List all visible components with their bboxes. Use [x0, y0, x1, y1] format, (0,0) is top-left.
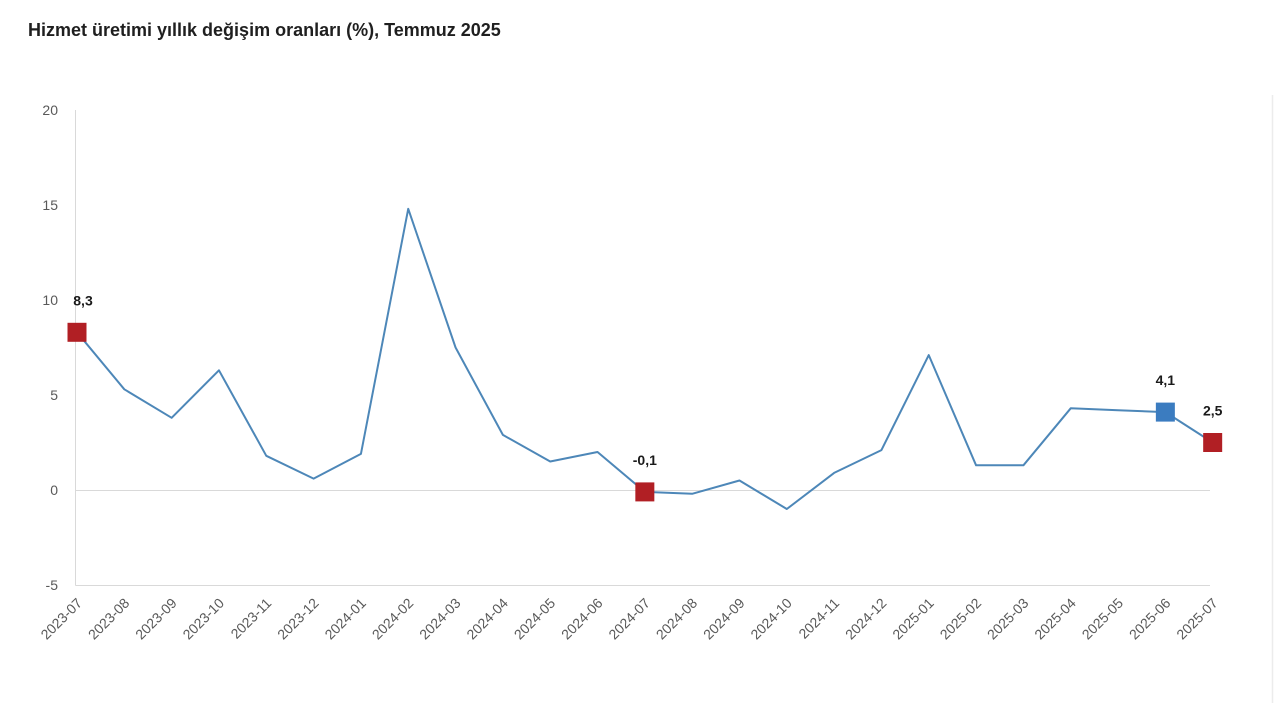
y-tick-label: 20 — [42, 102, 58, 118]
x-tick-label: 2023-11 — [227, 595, 274, 642]
y-tick-label: 15 — [42, 197, 58, 213]
x-tick-label: 2024-01 — [321, 595, 369, 643]
x-tick-label: 2024-11 — [795, 595, 842, 642]
x-tick-label: 2025-02 — [937, 595, 985, 643]
x-tick-label: 2025-05 — [1079, 595, 1127, 643]
point-value-label: 8,3 — [73, 292, 93, 308]
x-tick-label: 2024-06 — [558, 595, 606, 643]
point-value-label: 4,1 — [1156, 372, 1176, 388]
x-tick-label: 2024-09 — [700, 595, 748, 643]
data-point-marker — [635, 482, 655, 502]
y-tick-label: 5 — [50, 387, 58, 403]
point-value-label: 2,5 — [1203, 403, 1223, 419]
data-point-marker — [1203, 433, 1223, 452]
x-tick-label: 2025-04 — [1031, 595, 1079, 643]
x-tick-label: 2025-06 — [1126, 595, 1174, 643]
data-point-marker — [1155, 402, 1175, 422]
x-tick-label: 2024-10 — [747, 595, 795, 643]
chart-title: Hizmet üretimi yıllık değişim oranları (… — [28, 20, 501, 40]
x-tick-label: 2023-08 — [85, 595, 133, 643]
y-tick-label: -5 — [46, 577, 59, 593]
y-tick-label: 10 — [42, 292, 58, 308]
data-point-marker — [67, 322, 87, 342]
x-tick-label: 2025-01 — [889, 595, 937, 643]
x-tick-label: 2024-03 — [416, 595, 464, 643]
x-tick-label: 2023-07 — [37, 595, 85, 643]
x-tick-label: 2023-09 — [132, 595, 180, 643]
y-tick-label: 0 — [50, 482, 58, 498]
x-tick-label: 2024-07 — [605, 595, 653, 643]
x-tick-label: 2023-10 — [179, 595, 227, 643]
x-tick-label: 2025-07 — [1173, 595, 1221, 643]
x-tick-label: 2025-03 — [984, 595, 1032, 643]
x-tick-label: 2024-05 — [511, 595, 559, 643]
x-tick-label: 2024-12 — [842, 595, 890, 643]
x-tick-label: 2024-04 — [463, 595, 511, 643]
x-tick-label: 2023-12 — [274, 595, 322, 643]
point-value-label: -0,1 — [633, 452, 657, 468]
x-tick-label: 2024-02 — [369, 595, 417, 643]
x-tick-label: 2024-08 — [653, 595, 701, 643]
